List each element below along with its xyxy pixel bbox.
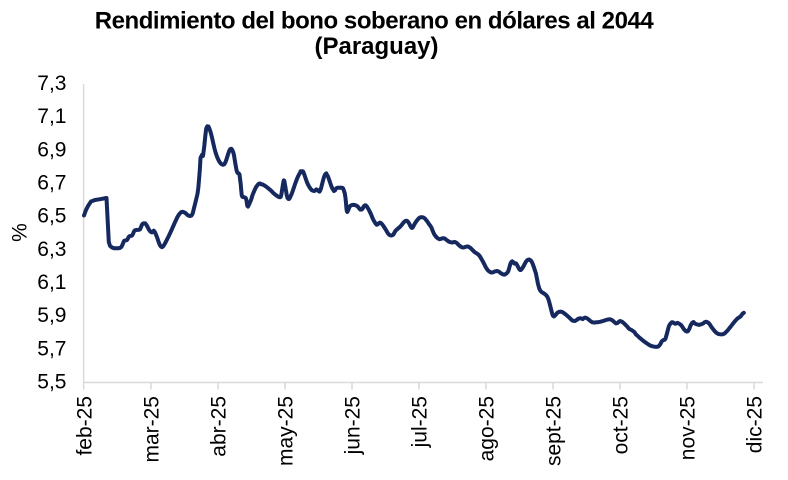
svg-text:jun-25: jun-25 [342, 396, 365, 455]
svg-text:6,7: 6,7 [37, 172, 66, 195]
svg-text:7,1: 7,1 [37, 105, 66, 128]
svg-text:nov-25: nov-25 [677, 396, 700, 460]
svg-text:6,5: 6,5 [37, 205, 66, 228]
svg-text:5,5: 5,5 [37, 370, 66, 393]
svg-text:mar-25: mar-25 [141, 396, 164, 463]
svg-text:Rendimiento del bono soberano: Rendimiento del bono soberano en dólares… [95, 8, 655, 35]
svg-text:7,3: 7,3 [37, 72, 66, 95]
svg-text:ago-25: ago-25 [476, 396, 499, 461]
svg-text:%: % [9, 223, 32, 242]
svg-text:feb-25: feb-25 [74, 396, 97, 456]
svg-text:6,3: 6,3 [37, 238, 66, 261]
svg-text:oct-25: oct-25 [610, 396, 633, 454]
svg-text:6,1: 6,1 [37, 271, 66, 294]
svg-text:sept-25: sept-25 [543, 396, 566, 466]
svg-text:jul-25: jul-25 [409, 396, 432, 448]
svg-text:6,9: 6,9 [37, 138, 66, 161]
svg-text:5,7: 5,7 [37, 337, 66, 360]
svg-text:abr-25: abr-25 [208, 396, 231, 457]
svg-text:5,9: 5,9 [37, 304, 66, 327]
svg-text:dic-25: dic-25 [744, 396, 767, 453]
svg-text:may-25: may-25 [275, 396, 298, 466]
svg-text:(Paraguay): (Paraguay) [314, 33, 438, 60]
